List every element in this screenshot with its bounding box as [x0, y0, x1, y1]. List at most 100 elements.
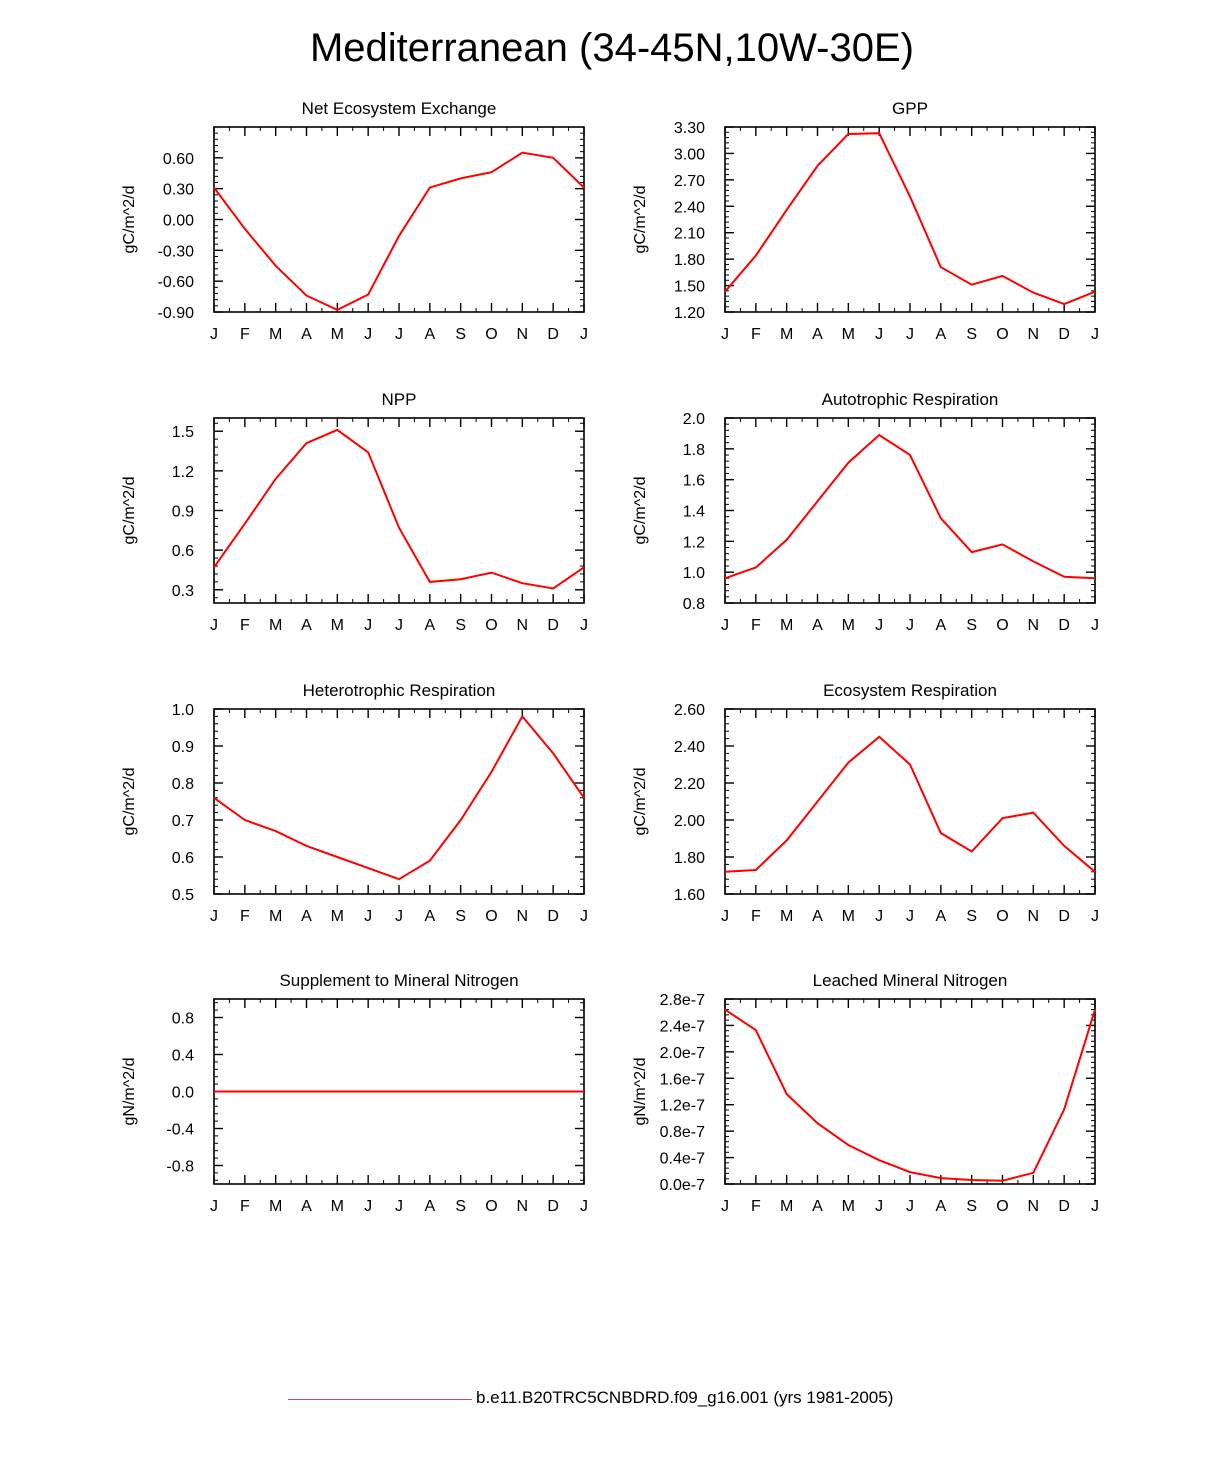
x-tick-label: J [580, 908, 588, 925]
y-tick-label: 0.4e-7 [660, 1151, 705, 1168]
y-tick-label: -0.90 [158, 305, 195, 322]
x-tick-label: D [547, 617, 559, 634]
x-tick-label: J [395, 1198, 403, 1215]
x-tick-label: D [547, 1198, 559, 1215]
y-axis-label: gC/m^2/d [121, 186, 138, 254]
x-tick-label: J [1091, 1198, 1099, 1215]
x-tick-label: N [1028, 1198, 1040, 1215]
x-tick-label: J [210, 1198, 218, 1215]
x-tick-label: A [812, 908, 823, 925]
y-tick-label: 2.0e-7 [660, 1045, 705, 1062]
y-tick-label: 1.8 [683, 442, 705, 459]
x-tick-label: A [935, 617, 946, 634]
panel-title: Leached Mineral Nitrogen [813, 971, 1008, 990]
x-tick-label: J [395, 908, 403, 925]
x-tick-label: M [269, 1198, 282, 1215]
panel-title: GPP [892, 99, 928, 118]
x-tick-label: J [875, 617, 883, 634]
series-line [213, 714, 585, 881]
x-tick-label: M [842, 617, 855, 634]
x-tick-label: J [875, 1198, 883, 1215]
x-tick-label: J [875, 326, 883, 343]
x-tick-label: M [331, 1198, 344, 1215]
plot-frame [724, 998, 1096, 1185]
panel-title: Supplement to Mineral Nitrogen [279, 971, 518, 990]
x-tick-label: J [210, 326, 218, 343]
x-tick-label: O [485, 908, 497, 925]
x-tick-label: F [240, 617, 250, 634]
x-tick-label: F [240, 1198, 250, 1215]
plot-frame [724, 417, 1096, 604]
y-tick-label: 0.9 [172, 504, 194, 521]
x-tick-label: J [721, 617, 729, 634]
y-tick-label: 0.9 [172, 739, 194, 756]
y-tick-label: 0.5 [172, 887, 194, 904]
x-tick-label: J [580, 326, 588, 343]
x-tick-label: J [1091, 617, 1099, 634]
y-axis-label: gN/m^2/d [121, 1058, 138, 1126]
plot-frame [213, 126, 585, 313]
x-tick-label: J [721, 908, 729, 925]
x-tick-label: F [751, 617, 761, 634]
x-tick-label: M [780, 908, 793, 925]
y-tick-label: 1.5 [172, 424, 194, 441]
y-tick-label: 1.6e-7 [660, 1071, 705, 1088]
x-tick-label: N [517, 617, 529, 634]
x-tick-label: F [751, 326, 761, 343]
y-tick-label: 0.6 [172, 543, 194, 560]
y-tick-label: 1.0 [172, 702, 194, 719]
plot-frame [213, 708, 585, 895]
y-tick-label: 2.4e-7 [660, 1018, 705, 1035]
x-tick-label: S [455, 617, 466, 634]
y-tick-label: 1.80 [674, 252, 705, 269]
y-tick-label: 0.8e-7 [660, 1124, 705, 1141]
x-tick-label: J [580, 617, 588, 634]
x-tick-label: D [1058, 1198, 1070, 1215]
x-tick-label: J [1091, 326, 1099, 343]
x-tick-label: J [906, 617, 914, 634]
y-tick-label: 0.4 [172, 1048, 194, 1065]
x-tick-label: J [906, 1198, 914, 1215]
series-line [724, 735, 1096, 873]
y-tick-label: 0.7 [172, 813, 194, 830]
legend-line-swatch [288, 1399, 472, 1400]
x-tick-label: N [1028, 617, 1040, 634]
x-tick-label: N [1028, 326, 1040, 343]
y-tick-label: 1.2e-7 [660, 1098, 705, 1115]
y-tick-label: -0.30 [158, 243, 195, 260]
y-tick-label: 1.4 [683, 504, 705, 521]
x-tick-label: M [842, 1198, 855, 1215]
plot-frame [213, 417, 585, 604]
y-tick-label: 0.3 [172, 583, 194, 600]
y-tick-label: -0.60 [158, 274, 195, 291]
plot-frame [724, 708, 1096, 895]
panel-7: J F M A M J J A S O N D J -0.8 -0.4 0.0 0.4 0.8 Supplement… [121, 971, 588, 1215]
x-tick-label: M [269, 326, 282, 343]
y-tick-label: 3.00 [674, 146, 705, 163]
x-tick-label: A [301, 1198, 312, 1215]
x-tick-label: S [966, 908, 977, 925]
y-tick-label: 2.00 [674, 813, 705, 830]
y-axis-label: gC/m^2/d [632, 477, 649, 545]
y-tick-label: 0.30 [163, 182, 194, 199]
x-tick-label: O [996, 326, 1008, 343]
x-tick-label: D [1058, 617, 1070, 634]
y-tick-label: 1.80 [674, 850, 705, 867]
x-tick-label: M [780, 617, 793, 634]
x-tick-label: J [364, 1198, 372, 1215]
x-tick-label: M [269, 908, 282, 925]
y-tick-label: 1.2 [683, 534, 705, 551]
x-tick-label: F [751, 1198, 761, 1215]
y-tick-label: 0.8 [683, 596, 705, 613]
y-tick-label: 0.6 [172, 850, 194, 867]
y-tick-label: 0.8 [172, 776, 194, 793]
series-line [724, 132, 1096, 306]
panel-title: Net Ecosystem Exchange [302, 99, 497, 118]
panel-5: J F M A M J J A S O N D J 0.5 0.6 0.7 0.8 0.9 1.0 Heterotro… [121, 681, 588, 925]
x-tick-label: J [1091, 908, 1099, 925]
x-tick-label: D [1058, 908, 1070, 925]
x-tick-label: M [331, 908, 344, 925]
x-tick-label: F [240, 908, 250, 925]
x-tick-label: M [331, 326, 344, 343]
